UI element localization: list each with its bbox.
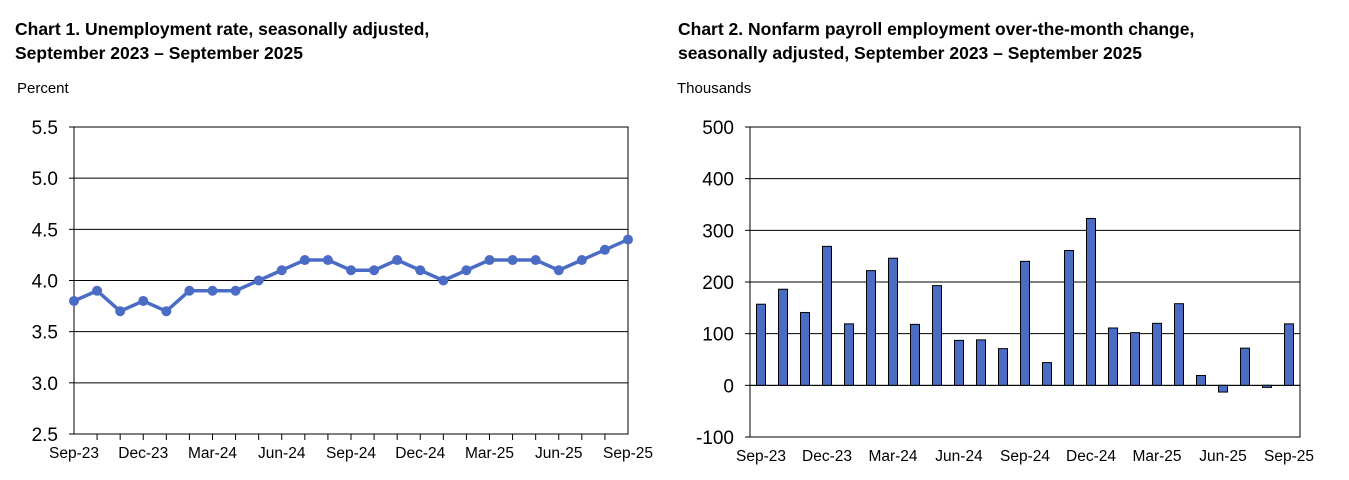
payroll-chart-panel: Chart 2. Nonfarm payroll employment over… [665,0,1349,480]
chart1-x-tick-label-sep-23: Sep-23 [49,445,99,462]
chart2-x-tick-label-sep-24: Sep-24 [1000,448,1050,465]
chart1-point-jun-24 [276,265,287,276]
chart2-bar-dec-23 [822,245,832,386]
chart2-bar-apr-25 [1174,303,1184,386]
chart1-point-mar-25 [484,255,495,266]
chart2-bar-jul-24 [976,339,986,386]
chart1-x-tick-label-dec-24: Dec-24 [395,445,445,462]
chart2-y-tick-label: 300 [702,221,734,242]
chart2-x-tick-label-jun-25: Jun-25 [1199,448,1246,465]
chart1-point-mar-24 [207,285,218,296]
payroll-bar-chart: -100 0 100 200 300 400 500 Sep-23 Dec-23 Mar-24 Ju… [696,118,1314,465]
unemployment-chart-panel: Chart 1. Unemployment rate, seasonally a… [0,0,665,480]
chart2-y-tick-label: 100 [702,325,734,346]
chart1-x-tick-label-mar-24: Mar-24 [188,445,237,462]
chart2-bar-sep-25 [1284,323,1294,386]
chart2-bar-mar-25 [1152,322,1162,386]
chart1-x-tick-label-sep-25: Sep-25 [603,445,653,462]
chart1-series-line [73,237,629,313]
chart1-y-tick-label: 3.5 [32,323,58,344]
chart2-x-tick-label-sep-23: Sep-23 [736,448,786,465]
chart1-point-feb-24 [184,285,195,296]
chart1-point-aug-25 [599,244,610,255]
chart2-y-tick-label: 0 [723,376,734,397]
chart2-y-tick-label: 400 [702,170,734,191]
chart2-y-tick-label: 200 [702,273,734,294]
chart2-bar-jul-25 [1240,347,1250,386]
chart1-point-jan-24 [161,306,172,317]
unemployment-line-chart: 2.5 3.0 3.5 4.0 4.5 5.0 5.5 Sep-23 Dec-23 Mar-24 J… [32,118,653,462]
chart1-point-jul-25 [576,255,587,266]
chart2-bar-feb-25 [1130,332,1140,386]
chart1-x-tick-label-jun-25: Jun-25 [535,445,582,462]
chart2-x-tick-label-mar-24: Mar-24 [868,448,917,465]
chart1-y-tick-label: 5.5 [32,118,58,139]
chart1-point-nov-24 [392,255,403,266]
chart2-x-tick-label-dec-24: Dec-24 [1066,448,1116,465]
chart2-title-line2: seasonally adjusted, September 2023 – Se… [678,43,1142,63]
chart1-point-apr-25 [507,255,518,266]
chart2-bar-jan-24 [844,323,854,386]
chart2-bar-jan-25 [1108,327,1118,386]
chart2-bar-mar-24 [888,257,898,386]
chart1-title-line1: Chart 1. Unemployment rate, seasonally a… [15,19,430,39]
chart1-point-nov-23 [115,306,126,317]
chart2-bar-nov-23 [800,311,810,386]
chart1-point-may-25 [530,255,541,266]
chart1-point-sep-23 [69,295,79,306]
chart2-plot-frame [749,126,1301,438]
chart1-y-tick-label: 2.5 [32,425,58,446]
chart1-point-oct-24 [369,265,380,276]
chart1-y-tick-label: 4.0 [32,272,58,293]
chart1-point-dec-24 [415,265,426,276]
chart2-y-tick-label: 500 [702,118,734,139]
chart1-x-tick-label-sep-24: Sep-24 [326,445,376,462]
chart2-bar-jun-24 [954,339,964,386]
chart1-y-tick-label: 5.0 [32,169,58,190]
chart1-point-may-24 [253,275,264,286]
chart1-x-tick-label-mar-25: Mar-25 [465,445,514,462]
chart2-bar-oct-23 [778,288,788,386]
chart2-bar-aug-24 [998,348,1008,386]
chart1-title: Chart 1. Unemployment rate, seasonally a… [15,17,429,65]
chart2-x-tick-label-mar-25: Mar-25 [1132,448,1181,465]
chart1-x-tick-label-jun-24: Jun-24 [258,445,306,462]
chart2-x-tick-label-dec-23: Dec-23 [802,448,852,465]
chart1-point-sep-24 [346,265,356,276]
chart1-point-jul-24 [299,255,310,266]
chart1-point-jun-25 [553,265,564,276]
chart2-bar-may-24 [932,285,942,386]
chart2-bar-apr-24 [910,323,920,386]
chart1-point-aug-24 [322,255,333,266]
chart1-y-tick-label: 3.0 [32,374,58,395]
chart2-bar-aug-25 [1262,384,1272,388]
chart2-bar-sep-24 [1020,260,1030,386]
chart1-point-oct-23 [92,285,103,296]
chart1-y-axis-label: Percent [17,80,69,97]
chart2-x-tick-label-sep-25: Sep-25 [1264,448,1314,465]
chart2-bar-nov-24 [1064,249,1074,386]
chart1-point-jan-25 [438,275,449,286]
chart1-title-line2: September 2023 – September 2025 [15,43,303,63]
chart2-title: Chart 2. Nonfarm payroll employment over… [678,17,1194,65]
chart2-bar-may-25 [1196,375,1206,386]
chart1-point-feb-25 [461,265,472,276]
chart1-point-apr-24 [230,285,241,296]
chart1-point-dec-23 [138,295,149,306]
chart2-bar-dec-24 [1086,217,1096,386]
chart1-point-sep-25 [623,234,633,245]
chart2-bar-feb-24 [866,270,876,386]
chart2-title-line1: Chart 2. Nonfarm payroll employment over… [678,19,1195,39]
chart2-bar-oct-24 [1042,362,1052,386]
chart2-bar-sep-23 [756,303,766,386]
chart2-y-axis-label: Thousands [677,80,752,97]
chart2-y-tick-label: -100 [696,428,734,449]
chart1-y-tick-label: 4.5 [32,220,58,241]
chart2-x-tick-label-jun-24: Jun-24 [935,448,983,465]
chart1-x-tick-label-dec-23: Dec-23 [118,445,168,462]
chart2-bar-jun-25 [1218,384,1228,393]
